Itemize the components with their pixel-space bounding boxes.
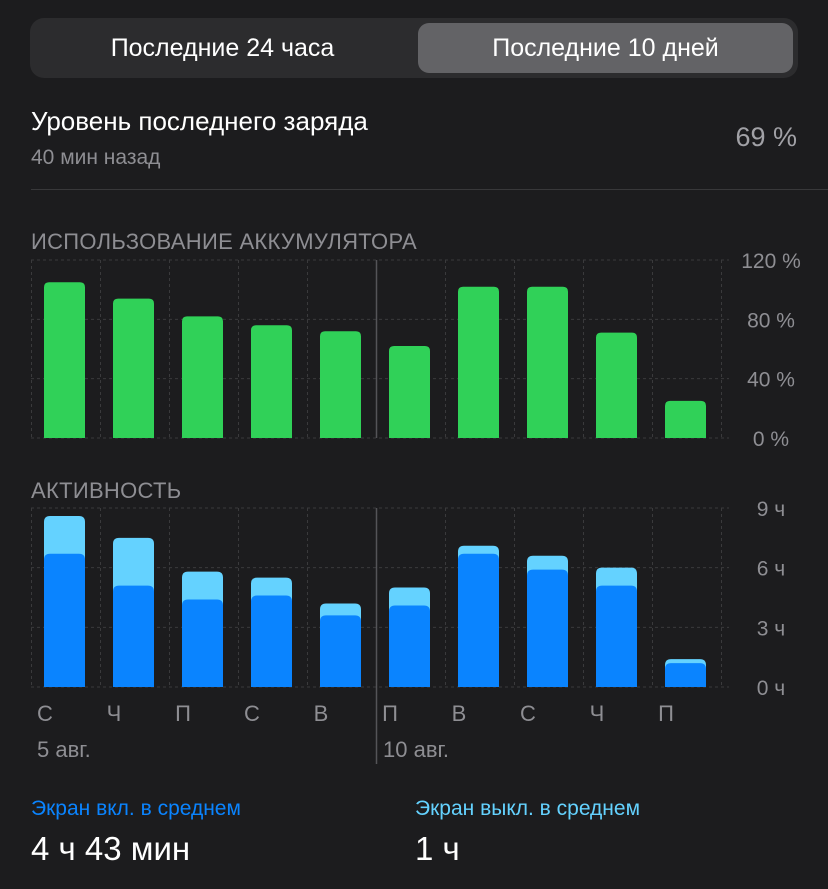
battery-usage-label: ИСПОЛЬЗОВАНИЕ АККУМУЛЯТОРА (31, 229, 417, 254)
day-label: Ч (590, 701, 605, 726)
screen-on-bar (44, 553, 85, 687)
screen-on-bar (113, 585, 154, 687)
screen-on-bar (458, 553, 499, 687)
screen-on-bar (320, 615, 361, 687)
period-segmented-control: Последние 24 часа Последние 10 дней (30, 18, 798, 78)
y-tick-label: 0 % (753, 428, 789, 451)
date-label: 5 авг. (37, 737, 91, 762)
last-charge-value: 69 % (735, 122, 797, 152)
last-charge-time: 40 мин назад (31, 146, 161, 169)
screen-on-bar (527, 569, 568, 687)
day-label: В (452, 701, 467, 726)
activity-chart (44, 515, 706, 687)
screen-on-bar (182, 599, 223, 687)
day-label: П (658, 701, 674, 726)
day-label: В (314, 701, 329, 726)
battery-bar (44, 282, 85, 438)
battery-bar (320, 331, 361, 438)
screen-on-average-label: Экран вкл. в среднем (31, 797, 241, 820)
y-tick-label: 6 ч (757, 558, 785, 581)
battery-bar (113, 298, 154, 438)
day-label: С (37, 701, 53, 726)
screen-on-bar (389, 605, 430, 687)
battery-bar (527, 286, 568, 438)
activity-label: АКТИВНОСТЬ (31, 478, 182, 503)
screen-off-average-label: Экран выкл. в среднем (415, 797, 641, 820)
screen-on-bar (596, 585, 637, 687)
screen-off-average-value: 1 ч (415, 830, 460, 867)
divider (31, 189, 828, 190)
day-label: П (382, 701, 398, 726)
battery-bar (389, 346, 430, 438)
battery-bar (596, 332, 637, 438)
day-label: С (520, 701, 536, 726)
battery-usage-chart (44, 282, 706, 438)
y-tick-label: 120 % (741, 250, 801, 273)
screen-on-bar (665, 663, 706, 687)
battery-bar (251, 325, 292, 438)
last-charge-title: Уровень последнего заряда (31, 106, 368, 136)
y-tick-label: 0 ч (757, 677, 785, 700)
y-tick-label: 80 % (747, 309, 795, 332)
day-label: Ч (107, 701, 122, 726)
battery-bar (182, 316, 223, 438)
segment-last-24-hours[interactable]: Последние 24 часа (110, 33, 335, 62)
y-tick-label: 9 ч (757, 498, 785, 521)
date-label: 10 авг. (383, 737, 449, 762)
screen-on-bar (251, 595, 292, 687)
day-label: П (175, 701, 191, 726)
segment-last-10-days[interactable]: Последние 10 дней (418, 23, 793, 73)
day-axis: С Ч П С В П В С Ч П 5 авг. 10 авг. (37, 701, 674, 762)
y-tick-label: 3 ч (757, 617, 785, 640)
screen-on-average-value: 4 ч 43 мин (31, 830, 191, 867)
y-tick-label: 40 % (747, 369, 795, 392)
day-label: С (244, 701, 260, 726)
battery-bar (665, 400, 706, 438)
battery-bar (458, 286, 499, 438)
